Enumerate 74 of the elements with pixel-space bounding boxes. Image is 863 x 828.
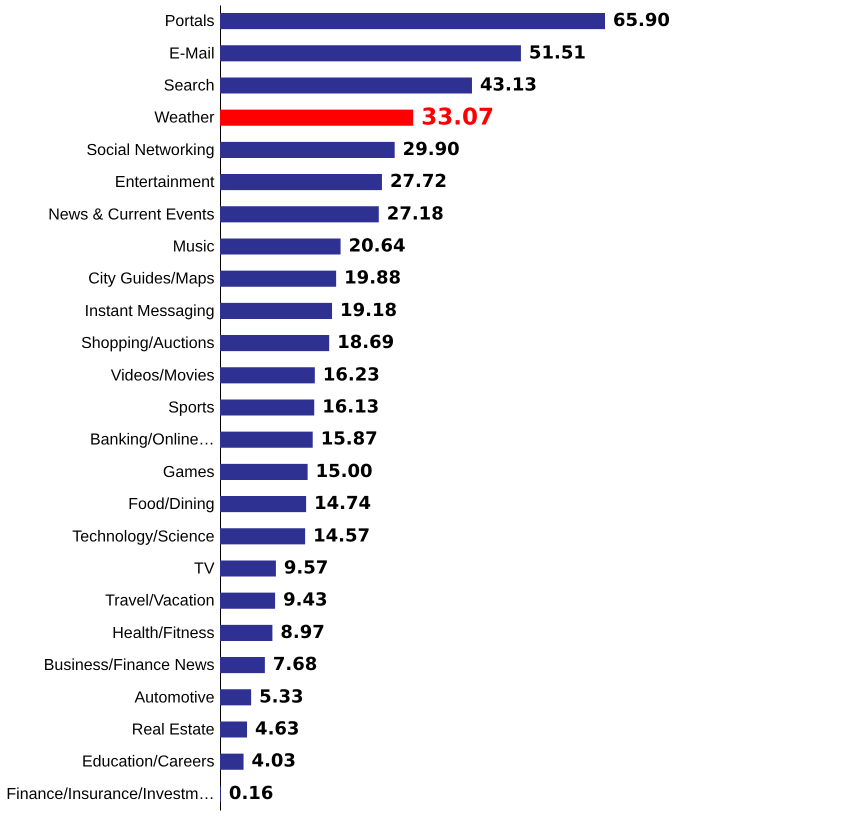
data-label: 5.33 xyxy=(259,686,304,708)
bar xyxy=(220,560,276,577)
bar xyxy=(220,302,332,319)
bar xyxy=(220,270,336,287)
bar xyxy=(220,592,276,609)
bar xyxy=(220,174,382,190)
data-label: 16.13 xyxy=(322,396,380,418)
y-tick-label: Entertainment xyxy=(114,174,216,192)
bar xyxy=(220,624,272,641)
data-label: 18.69 xyxy=(337,332,394,354)
bar xyxy=(220,77,472,94)
y-tick-label: TV xyxy=(194,560,215,578)
y-tick-label: Automotive xyxy=(134,689,215,706)
y-tick-label: Business/Finance News xyxy=(44,657,214,674)
data-label: 15.87 xyxy=(320,428,378,450)
data-label: 27.18 xyxy=(386,203,444,224)
bar xyxy=(220,528,306,544)
data-label: 14.74 xyxy=(314,493,372,514)
bar xyxy=(220,657,265,674)
data-label: 27.72 xyxy=(390,171,447,192)
data-label: 14.57 xyxy=(313,525,370,546)
data-label: 7.68 xyxy=(272,654,318,676)
bar xyxy=(220,206,379,222)
y-tick-label: Travel/Vacation xyxy=(105,592,214,610)
data-label: 15.00 xyxy=(316,460,373,482)
y-tick-label: News & Current Events xyxy=(48,206,214,224)
data-label: 29.90 xyxy=(402,138,460,160)
y-tick-label: Finance/Insurance/Investm… xyxy=(6,786,214,803)
y-tick-label: Banking/Online… xyxy=(90,432,214,449)
bar xyxy=(220,335,330,352)
y-tick-label: Search xyxy=(164,78,214,94)
bar xyxy=(220,754,244,770)
data-label: 33.07 xyxy=(421,104,494,131)
y-tick-label: Education/Careers xyxy=(82,754,214,771)
bar xyxy=(220,238,341,255)
bar xyxy=(220,464,308,480)
y-tick-label: Music xyxy=(172,238,214,256)
data-label: 20.64 xyxy=(348,236,406,256)
y-tick-label: Games xyxy=(162,464,214,481)
data-label: 4.63 xyxy=(255,718,300,740)
bar xyxy=(220,399,314,416)
y-tick-label: Weather xyxy=(154,110,216,127)
bar xyxy=(220,496,306,512)
data-label: 43.13 xyxy=(480,74,537,96)
y-tick-label: Instant Messaging xyxy=(84,302,214,320)
y-tick-label: Sports xyxy=(168,400,214,416)
bar xyxy=(220,689,252,706)
bar xyxy=(220,13,605,30)
data-label: 16.23 xyxy=(322,364,380,386)
bar xyxy=(220,367,315,384)
y-tick-label: Shopping/Auctions xyxy=(81,335,214,352)
data-label: 8.97 xyxy=(280,622,325,643)
y-tick-label: E-Mail xyxy=(169,45,214,62)
y-tick-label: Food/Dining xyxy=(128,496,214,514)
y-tick-label: Social Networking xyxy=(86,142,214,159)
data-label: 19.88 xyxy=(344,268,402,289)
bar xyxy=(220,45,521,62)
bar xyxy=(220,432,313,448)
data-label: 19.18 xyxy=(340,300,397,321)
y-tick-label: Videos/Movies xyxy=(110,367,214,384)
y-tick-label: Portals xyxy=(164,13,214,30)
data-label: 51.51 xyxy=(528,42,586,64)
data-label: 65.90 xyxy=(613,10,670,32)
bar xyxy=(220,142,395,158)
y-tick-label: City Guides/Maps xyxy=(88,270,214,288)
data-label: 0.16 xyxy=(228,782,274,804)
data-label: 4.03 xyxy=(252,750,296,772)
y-tick-label: Technology/Science xyxy=(72,528,215,546)
y-tick-label: Health/Fitness xyxy=(112,624,214,642)
bar xyxy=(220,110,414,126)
bar xyxy=(220,721,248,738)
y-tick-label: Real Estate xyxy=(132,722,215,738)
data-label: 9.57 xyxy=(284,558,328,578)
data-label: 9.43 xyxy=(283,590,328,611)
